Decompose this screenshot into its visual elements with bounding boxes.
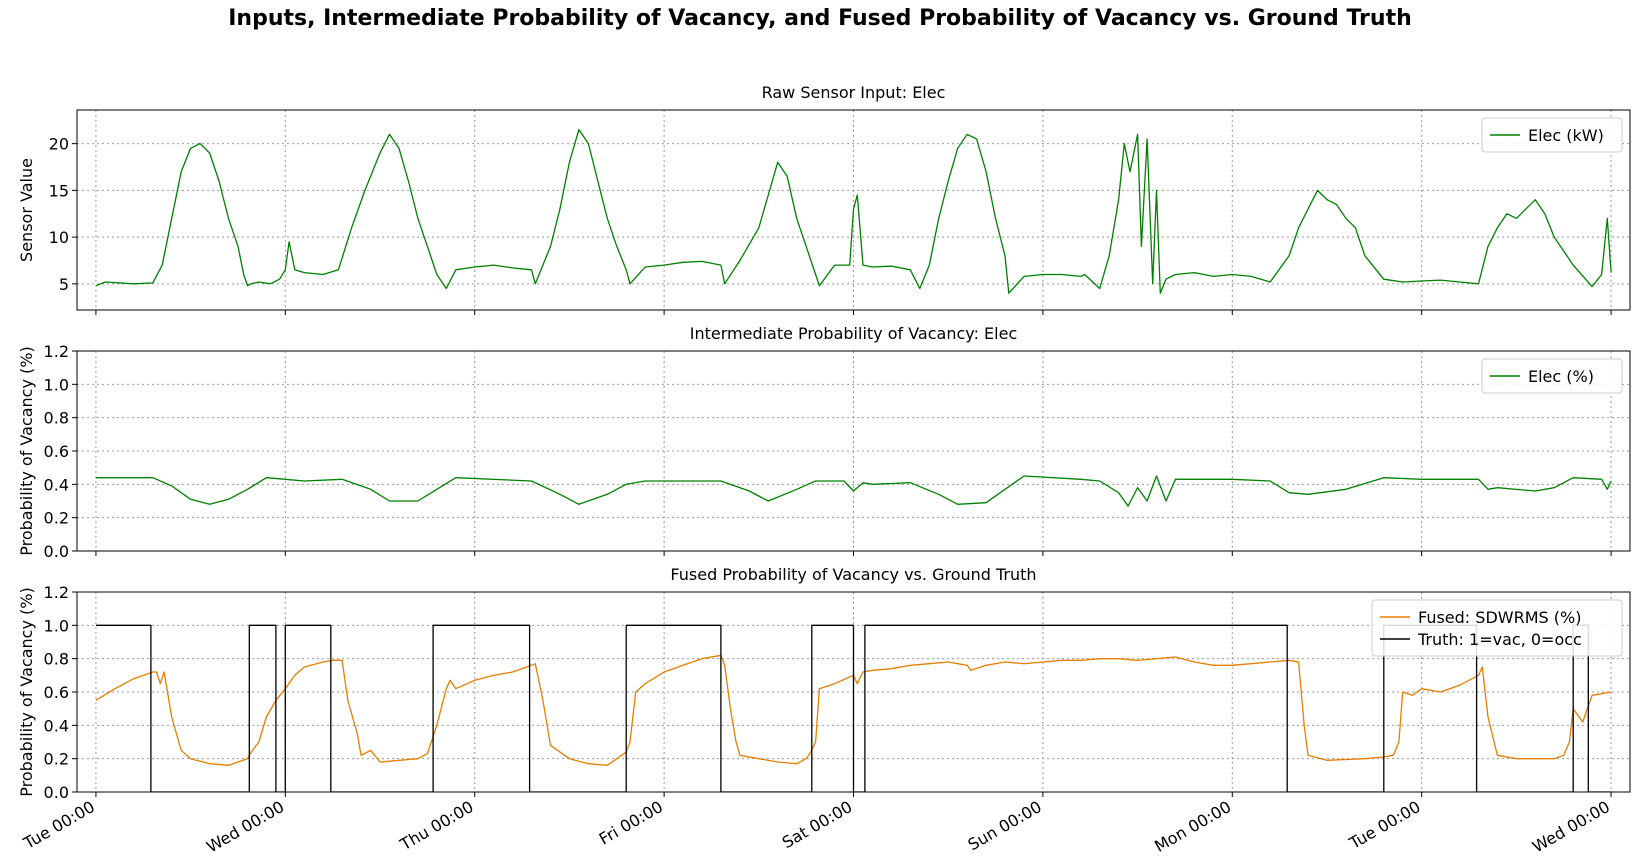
y-tick-label: 0.2	[44, 509, 69, 528]
series-line-2	[95, 624, 1612, 792]
legend-label: Elec (%)	[1528, 367, 1594, 386]
y-tick-label: 0.0	[44, 542, 69, 561]
y-tick-label: 0.6	[44, 683, 69, 702]
panel-title: Fused Probability of Vacancy vs. Ground …	[670, 565, 1036, 584]
legend-box	[1371, 599, 1623, 657]
y-tick-label: 0.2	[44, 750, 69, 769]
panel-title: Raw Sensor Input: Elec	[762, 83, 946, 102]
y-tick-label: 0.8	[44, 650, 69, 669]
y-tick-label: 10	[49, 228, 69, 247]
y-tick-label: 0.0	[44, 783, 69, 802]
panel-title: Intermediate Probability of Vacancy: Ele…	[690, 324, 1018, 343]
series-line-1	[95, 475, 1612, 507]
x-tick-label: Thu 00:00	[396, 797, 477, 855]
axes-frame	[76, 109, 1631, 311]
axes-frame	[76, 591, 1631, 793]
y-tick-label: 0.6	[44, 442, 69, 461]
legend-label: Truth: 1=vac, 0=occ	[1417, 630, 1582, 649]
y-tick-label: 1.2	[44, 583, 69, 602]
series-line-1	[95, 128, 1612, 294]
x-tick-label: Wed 00:00	[203, 797, 287, 856]
x-tick-label: Tue 00:00	[20, 797, 98, 853]
y-tick-label: 1.0	[44, 616, 69, 635]
x-tick-label: Tue 00:00	[1345, 797, 1423, 853]
y-axis-label: Probability of Vacancy (%)	[17, 587, 36, 796]
legend-label: Fused: SDWRMS (%)	[1418, 608, 1581, 627]
x-tick-label: Wed 00:00	[1529, 797, 1613, 856]
legend: Elec (%)	[1481, 358, 1623, 394]
legend: Fused: SDWRMS (%) Truth: 1=vac, 0=occ	[1371, 599, 1623, 657]
y-axis-label: Probability of Vacancy (%)	[17, 346, 36, 555]
chart-panel-3: Fused Probability of Vacancy vs. Ground …	[17, 565, 1631, 857]
y-tick-label: 0.4	[44, 475, 69, 494]
y-tick-label: 0.8	[44, 409, 69, 428]
series-line-1	[95, 654, 1612, 766]
legend-label: Elec (kW)	[1528, 126, 1604, 145]
x-tick-label: Sun 00:00	[965, 797, 1045, 854]
x-tick-label: Fri 00:00	[596, 797, 666, 849]
chart-panel-1: Raw Sensor Input: Elec 5 10 15 20 Sensor Valu…	[17, 83, 1631, 315]
legend-box	[1481, 117, 1623, 153]
y-tick-label: 1.2	[44, 342, 69, 361]
x-tick-label: Sat 00:00	[779, 797, 856, 852]
y-tick-label: 5	[59, 275, 69, 294]
x-tick-label: Mon 00:00	[1151, 797, 1234, 856]
axes-frame	[76, 350, 1631, 552]
y-tick-label: 15	[49, 181, 69, 200]
y-axis-label: Sensor Value	[17, 158, 36, 262]
chart-panel-2: Intermediate Probability of Vacancy: Ele…	[17, 324, 1631, 561]
legend: Elec (kW)	[1481, 117, 1623, 153]
figure-title: Inputs, Intermediate Probability of Vaca…	[228, 6, 1412, 31]
y-tick-label: 1.0	[44, 375, 69, 394]
y-tick-label: 0.4	[44, 716, 69, 735]
y-tick-label: 20	[49, 135, 69, 154]
legend-box	[1481, 358, 1623, 394]
